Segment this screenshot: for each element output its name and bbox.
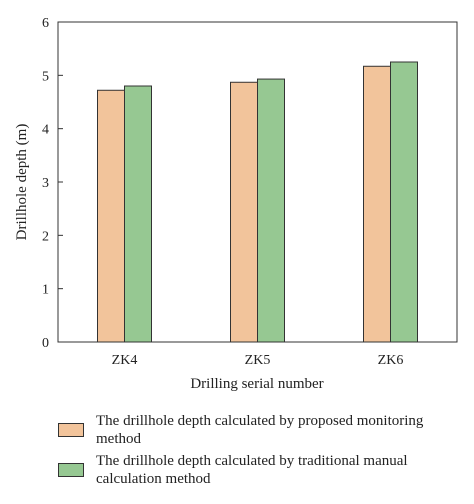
legend-swatch-proposed	[58, 423, 84, 437]
y-tick-label: 6	[42, 16, 49, 31]
legend-item-traditional: The drillhole depth calculated by tradit…	[58, 452, 468, 492]
x-tick-label: ZK4	[112, 353, 138, 368]
y-tick-label: 5	[42, 69, 49, 84]
bar-zk6-series-1	[363, 65, 391, 343]
legend: The drillhole depth calculated by propos…	[58, 412, 468, 492]
bar-zk5-series-1	[230, 81, 258, 343]
bar-zk4-series-1	[97, 89, 125, 343]
y-tick-label: 3	[42, 176, 49, 191]
bar-zk6-series-2	[390, 61, 418, 343]
y-tick-label: 4	[42, 123, 49, 138]
legend-label-traditional: The drillhole depth calculated by tradit…	[96, 453, 408, 487]
y-tick-label: 2	[42, 229, 49, 244]
x-tick-label: ZK6	[378, 353, 404, 368]
y-tick-label: 1	[42, 283, 49, 298]
x-axis-title: Drilling serial number	[190, 376, 323, 392]
bar-zk4-series-2	[124, 85, 152, 343]
legend-label-proposed: The drillhole depth calculated by propos…	[96, 413, 424, 447]
y-axis-title: Drillhole depth (m)	[14, 124, 30, 241]
x-tick-label: ZK5	[245, 353, 271, 368]
y-tick-label: 0	[42, 336, 49, 351]
legend-item-proposed: The drillhole depth calculated by propos…	[58, 412, 468, 452]
bar-zk5-series-2	[257, 78, 285, 343]
legend-swatch-traditional	[58, 463, 84, 477]
